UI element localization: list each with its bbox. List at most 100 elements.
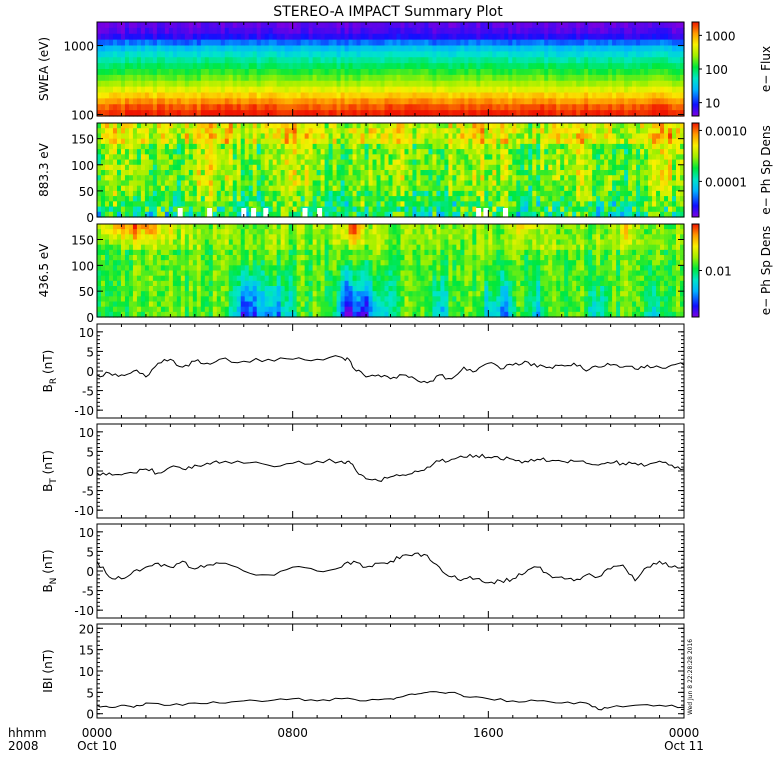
heatmap-cell xyxy=(484,159,489,166)
heatmap-cell xyxy=(300,128,306,135)
heatmap-cell xyxy=(632,74,637,82)
heatmap-cell xyxy=(648,154,653,161)
heatmap-cell xyxy=(532,51,537,58)
heatmap-cell xyxy=(560,110,565,117)
heatmap-cell xyxy=(196,159,202,166)
heatmap-cell xyxy=(204,92,210,99)
heatmap-cell xyxy=(548,51,553,58)
heatmap-cell xyxy=(344,33,350,41)
heatmap-cell xyxy=(620,143,625,150)
heatmap-cell xyxy=(488,104,493,111)
heatmap-cell xyxy=(220,80,226,88)
heatmap-cell xyxy=(388,63,394,70)
heatmap-cell xyxy=(200,98,206,105)
heatmap-cell xyxy=(448,110,453,117)
heatmap-cell xyxy=(376,196,382,202)
heatmap-cell xyxy=(176,175,182,182)
heatmap-cell xyxy=(260,92,266,99)
heatmap-cell xyxy=(204,80,210,88)
heatmap-cell xyxy=(348,63,354,70)
heatmap-cell xyxy=(536,185,541,192)
heatmap-cell xyxy=(268,128,274,135)
heatmap-cell xyxy=(300,180,306,187)
heatmap-cell xyxy=(124,149,130,155)
heatmap-cell xyxy=(500,159,505,166)
heatmap-cell xyxy=(380,170,386,176)
heatmap-cell xyxy=(248,138,254,145)
heatmap-cell xyxy=(368,175,374,182)
heatmap-cell xyxy=(444,133,449,140)
heatmap-cell xyxy=(592,164,597,171)
heatmap-cell xyxy=(272,39,278,47)
heatmap-cell xyxy=(532,180,537,187)
heatmap-cell xyxy=(456,104,461,111)
heatmap-cell xyxy=(208,175,214,182)
heatmap-cell xyxy=(292,143,298,150)
heatmap-cell xyxy=(232,206,238,213)
heatmap-cell xyxy=(304,86,310,94)
heatmap-cell xyxy=(452,80,457,88)
heatmap-cell xyxy=(212,92,218,99)
heatmap-cell xyxy=(228,164,234,171)
heatmap-cell xyxy=(364,128,370,135)
heatmap-cell xyxy=(124,154,130,161)
heatmap-cell xyxy=(636,45,641,52)
heatmap-cell xyxy=(656,143,661,150)
heatmap-cell xyxy=(120,98,126,105)
heatmap-cell xyxy=(176,27,182,35)
heatmap-cell xyxy=(260,206,266,213)
heatmap-cell xyxy=(648,110,653,117)
heatmap-cell xyxy=(204,45,210,52)
heatmap-cell xyxy=(132,133,138,140)
heatmap-cell xyxy=(568,149,573,155)
heatmap-cell xyxy=(172,149,178,155)
heatmap-cell xyxy=(604,190,609,197)
heatmap-cell xyxy=(232,45,238,52)
heatmap-cell xyxy=(112,211,118,218)
heatmap-cell xyxy=(568,27,573,35)
heatmap-cell xyxy=(508,104,513,111)
heatmap-cell xyxy=(248,128,254,135)
heatmap-cell xyxy=(216,22,222,29)
heatmap-cell xyxy=(608,133,613,140)
heatmap-cell xyxy=(448,138,453,145)
heatmap-cell xyxy=(400,170,406,176)
heatmap-cell xyxy=(220,57,226,64)
heatmap-cell xyxy=(660,98,665,105)
heatmap-cell xyxy=(484,110,489,117)
heatmap-cell xyxy=(104,154,110,161)
heatmap-cell xyxy=(132,190,138,197)
heatmap-cell xyxy=(180,123,186,129)
heatmap-cell xyxy=(224,74,230,82)
heatmap-cell xyxy=(676,104,681,111)
heatmap-cell xyxy=(456,74,461,82)
heatmap-cell xyxy=(572,104,577,111)
heatmap-cell xyxy=(384,201,390,208)
heatmap-cell xyxy=(376,74,382,82)
heatmap-cell xyxy=(316,138,322,145)
heatmap-cell xyxy=(348,123,354,129)
heatmap-cell xyxy=(512,92,517,99)
heatmap-cell xyxy=(97,159,102,166)
heatmap-cell xyxy=(428,39,434,47)
heatmap-cell xyxy=(260,164,266,171)
heatmap-cell xyxy=(524,185,529,192)
heatmap-cell xyxy=(504,138,509,145)
heatmap-cell xyxy=(492,149,497,155)
heatmap-cell xyxy=(592,133,597,140)
heatmap-cell xyxy=(632,201,637,208)
heatmap-cell xyxy=(548,154,553,161)
heatmap-cell xyxy=(588,57,593,64)
heatmap-cell xyxy=(432,128,438,135)
heatmap-cell xyxy=(384,175,390,182)
heatmap-cell xyxy=(292,170,298,176)
heatmap-cell xyxy=(556,123,561,129)
heatmap-cell xyxy=(452,185,457,192)
heatmap-cell xyxy=(640,74,645,82)
heatmap-cell xyxy=(664,201,669,208)
heatmap-cell xyxy=(97,86,102,94)
heatmap-cell xyxy=(364,80,370,88)
heatmap-cell xyxy=(624,86,629,94)
heatmap-cell xyxy=(160,164,166,171)
heatmap-cell xyxy=(168,63,174,70)
